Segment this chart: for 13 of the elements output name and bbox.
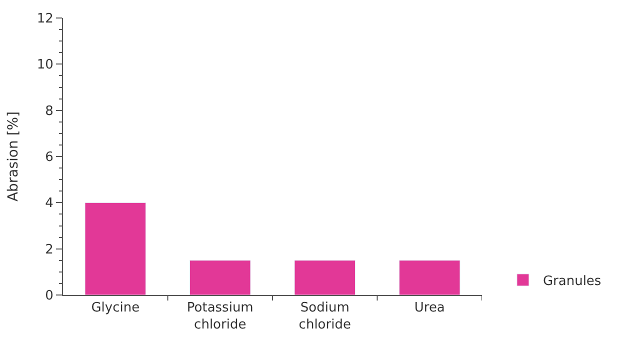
y-tick-label: 8 bbox=[45, 104, 54, 119]
y-tick-label: 10 bbox=[36, 58, 54, 73]
x-tick-label: Sodium chloride bbox=[298, 300, 351, 332]
legend-label: Granules bbox=[542, 274, 602, 290]
y-tick-label: 2 bbox=[45, 242, 54, 258]
y-tick-label: 0 bbox=[45, 288, 54, 304]
y-axis-title: Abrasion [%] bbox=[5, 111, 22, 202]
x-tick-label: Potassium chloride bbox=[186, 300, 254, 332]
x-tick-label: Glycine bbox=[91, 300, 140, 316]
x-tick-label: Urea bbox=[414, 300, 445, 316]
y-tick-label: 4 bbox=[45, 196, 54, 212]
y-tick-label: 6 bbox=[45, 150, 54, 166]
y-tick-label: 12 bbox=[36, 12, 54, 27]
